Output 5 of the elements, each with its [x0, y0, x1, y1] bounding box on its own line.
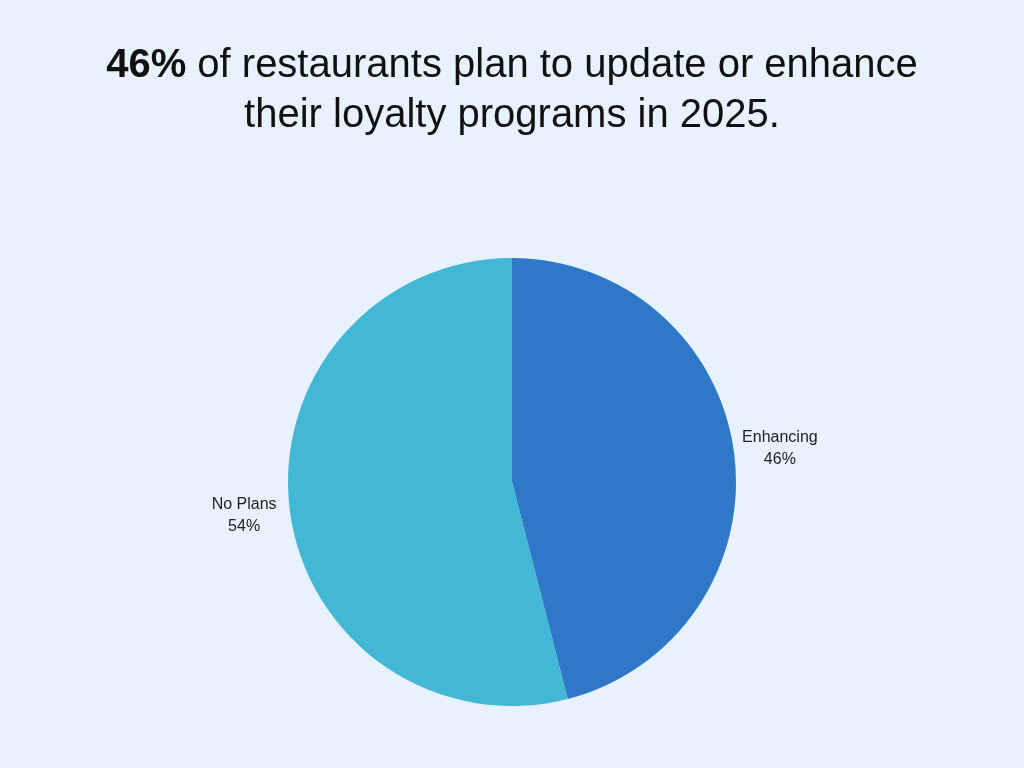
slice-label: No Plans — [211, 495, 277, 513]
chart-title: 46% of restaurants plan to update or enhance their loyalty programs in 2025. — [105, 40, 919, 137]
slice-label: Enhancing — [742, 427, 818, 445]
data-label: 46% — [763, 449, 796, 467]
data-label: 54% — [228, 517, 261, 535]
